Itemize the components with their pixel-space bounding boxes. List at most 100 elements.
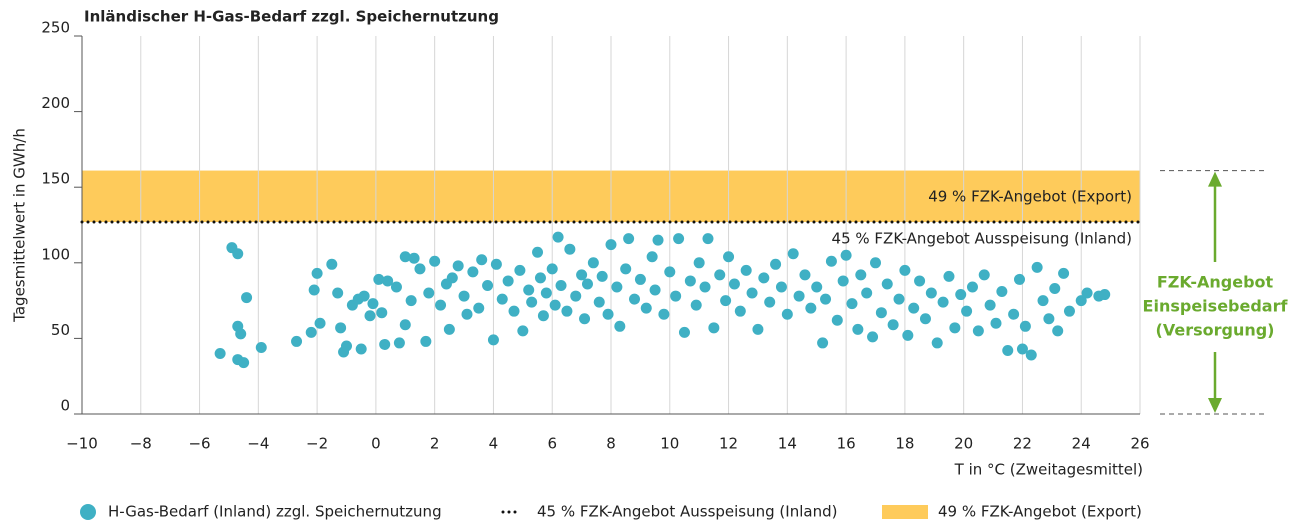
data-point (429, 255, 441, 267)
y-tick-label: 0 (60, 397, 70, 415)
data-point (640, 302, 652, 314)
data-point (764, 296, 776, 308)
x-tick-label: −10 (66, 435, 98, 453)
data-point (467, 266, 479, 278)
data-point (570, 290, 582, 302)
x-tick-label: 4 (489, 435, 499, 453)
data-point (746, 287, 758, 299)
data-point (670, 290, 682, 302)
data-point (238, 357, 250, 369)
legend-marker (80, 504, 96, 520)
x-tick-label: 20 (954, 435, 973, 453)
data-point (1043, 313, 1055, 325)
data-point (1025, 349, 1037, 361)
data-point (931, 337, 943, 349)
data-point (799, 269, 811, 281)
x-tick-label: 8 (606, 435, 616, 453)
data-point (684, 275, 696, 287)
x-tick-label: −2 (306, 435, 328, 453)
data-point (605, 239, 617, 251)
data-point (846, 298, 858, 310)
data-point (399, 319, 411, 331)
data-point (596, 270, 608, 282)
arrow-head (1208, 398, 1222, 413)
data-point (561, 305, 573, 317)
data-point (893, 293, 905, 305)
data-point (634, 273, 646, 285)
data-point (423, 287, 435, 299)
data-point (646, 251, 658, 263)
data-point (414, 263, 426, 275)
data-point (314, 317, 326, 329)
data-point (476, 254, 488, 266)
data-point (1019, 320, 1031, 332)
x-tick-label: 10 (660, 435, 679, 453)
data-point (649, 284, 661, 296)
x-tick-label: −4 (247, 435, 269, 453)
data-point (564, 243, 576, 255)
x-tick-label: 14 (778, 435, 797, 453)
data-point (629, 293, 641, 305)
x-tick-label: 24 (1072, 435, 1091, 453)
data-point (914, 275, 926, 287)
data-point (517, 325, 529, 337)
data-point (393, 337, 405, 349)
data-point (341, 340, 352, 352)
data-point (593, 296, 605, 308)
data-point (699, 281, 711, 293)
data-point (961, 305, 973, 317)
data-point (752, 323, 764, 335)
data-point (379, 338, 391, 350)
x-tick-label: 22 (1013, 435, 1032, 453)
x-tick-label: −6 (188, 435, 210, 453)
data-point (579, 313, 591, 325)
x-tick-label: 6 (547, 435, 557, 453)
data-point (1063, 305, 1075, 317)
data-point (825, 255, 837, 267)
data-point (996, 286, 1008, 298)
data-point (540, 287, 552, 299)
data-point (781, 308, 793, 320)
data-point (820, 293, 832, 305)
data-point (1008, 308, 1020, 320)
data-point (311, 267, 323, 279)
data-point (908, 302, 920, 314)
legend-marker (882, 505, 928, 519)
data-point (514, 264, 526, 276)
data-point (949, 322, 961, 334)
data-point (602, 308, 614, 320)
data-point (937, 296, 949, 308)
data-point (1099, 289, 1111, 301)
data-point (405, 295, 417, 307)
data-point (435, 299, 447, 311)
data-point (984, 299, 996, 311)
data-point (373, 273, 385, 285)
data-point (508, 305, 520, 317)
data-point (966, 281, 978, 293)
data-point (552, 231, 564, 243)
data-point (446, 272, 458, 284)
data-point (690, 299, 702, 311)
arrow-head (1208, 171, 1222, 187)
data-point (408, 252, 420, 264)
legend-label: 45 % FZK-Angebot Ausspeisung (Inland) (537, 503, 837, 521)
data-point (490, 258, 502, 270)
x-tick-label: 18 (895, 435, 914, 453)
data-point (620, 263, 632, 275)
data-point (1052, 325, 1064, 337)
data-point (523, 284, 535, 296)
x-tick-label: 2 (430, 435, 440, 453)
data-point (355, 343, 367, 355)
data-point (714, 269, 726, 281)
y-tick-label: 250 (41, 19, 70, 37)
data-point (364, 310, 376, 322)
data-point (673, 233, 685, 245)
legend-label: H-Gas-Bedarf (Inland) zzgl. Speichernutz… (108, 503, 442, 521)
data-point (587, 257, 599, 269)
data-point (235, 328, 247, 340)
data-point (546, 263, 558, 275)
data-point (852, 323, 864, 335)
data-point (855, 269, 867, 281)
data-point (1081, 287, 1093, 299)
data-point (720, 295, 732, 307)
